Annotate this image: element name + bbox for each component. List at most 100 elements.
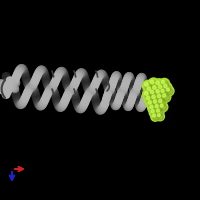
Circle shape xyxy=(1,86,8,92)
Circle shape xyxy=(0,86,3,92)
Circle shape xyxy=(51,89,58,97)
Circle shape xyxy=(27,84,34,91)
Circle shape xyxy=(6,83,12,89)
Circle shape xyxy=(129,95,136,102)
Circle shape xyxy=(115,75,122,82)
Circle shape xyxy=(11,85,18,91)
Circle shape xyxy=(145,83,152,90)
Circle shape xyxy=(161,90,168,97)
Circle shape xyxy=(140,76,146,82)
Circle shape xyxy=(155,105,158,108)
Circle shape xyxy=(100,73,107,80)
Circle shape xyxy=(8,80,15,86)
Circle shape xyxy=(162,83,173,93)
Circle shape xyxy=(115,97,122,103)
Circle shape xyxy=(153,86,156,89)
Circle shape xyxy=(78,105,85,112)
Circle shape xyxy=(122,93,129,100)
Circle shape xyxy=(140,98,147,105)
Circle shape xyxy=(125,74,132,80)
Circle shape xyxy=(0,86,4,92)
Circle shape xyxy=(12,85,18,92)
Circle shape xyxy=(126,73,132,79)
Circle shape xyxy=(142,88,149,95)
Circle shape xyxy=(108,87,114,94)
Circle shape xyxy=(65,89,72,97)
Circle shape xyxy=(0,86,3,93)
Circle shape xyxy=(131,89,138,96)
Circle shape xyxy=(135,97,142,104)
Circle shape xyxy=(8,82,15,89)
Circle shape xyxy=(50,81,58,89)
Circle shape xyxy=(82,96,90,103)
Circle shape xyxy=(156,105,162,112)
Circle shape xyxy=(11,80,17,86)
Circle shape xyxy=(108,89,115,95)
Circle shape xyxy=(6,80,13,86)
Circle shape xyxy=(107,86,114,93)
Circle shape xyxy=(115,74,121,81)
Circle shape xyxy=(0,88,7,94)
Circle shape xyxy=(120,87,127,94)
Circle shape xyxy=(156,112,165,121)
Circle shape xyxy=(152,95,155,99)
Circle shape xyxy=(90,90,97,97)
Circle shape xyxy=(139,101,146,108)
Circle shape xyxy=(11,76,19,84)
Circle shape xyxy=(150,93,160,104)
Circle shape xyxy=(22,71,29,79)
Circle shape xyxy=(105,86,112,93)
Circle shape xyxy=(13,80,19,86)
Circle shape xyxy=(159,78,170,89)
Circle shape xyxy=(156,83,167,94)
Circle shape xyxy=(33,96,41,104)
Circle shape xyxy=(99,104,107,112)
Circle shape xyxy=(46,86,53,94)
Circle shape xyxy=(42,93,50,101)
Circle shape xyxy=(101,75,108,83)
Circle shape xyxy=(26,83,33,91)
Circle shape xyxy=(86,89,94,96)
Circle shape xyxy=(11,86,18,92)
Circle shape xyxy=(136,102,143,109)
Circle shape xyxy=(143,90,150,97)
Circle shape xyxy=(97,107,104,114)
Circle shape xyxy=(0,80,6,86)
Circle shape xyxy=(0,86,6,92)
Circle shape xyxy=(54,73,61,81)
Circle shape xyxy=(121,90,128,97)
Circle shape xyxy=(0,80,5,86)
Circle shape xyxy=(19,65,27,73)
Circle shape xyxy=(6,80,12,86)
Circle shape xyxy=(119,87,126,94)
Circle shape xyxy=(142,80,154,92)
Circle shape xyxy=(148,88,159,99)
Circle shape xyxy=(165,87,174,96)
Circle shape xyxy=(103,80,110,87)
Circle shape xyxy=(67,86,74,94)
Circle shape xyxy=(6,84,13,91)
Circle shape xyxy=(123,102,130,108)
Circle shape xyxy=(127,74,134,81)
Circle shape xyxy=(152,96,159,103)
Circle shape xyxy=(124,103,131,109)
Circle shape xyxy=(52,92,59,99)
Circle shape xyxy=(77,69,85,77)
Circle shape xyxy=(7,82,15,90)
Circle shape xyxy=(146,92,153,99)
Circle shape xyxy=(45,83,52,91)
Circle shape xyxy=(106,87,113,94)
Circle shape xyxy=(0,81,6,87)
Circle shape xyxy=(12,86,18,92)
Circle shape xyxy=(29,82,36,89)
Circle shape xyxy=(156,109,159,112)
Circle shape xyxy=(120,85,127,92)
Circle shape xyxy=(135,99,142,106)
Circle shape xyxy=(164,86,174,96)
Circle shape xyxy=(136,77,143,84)
Circle shape xyxy=(155,108,164,117)
Circle shape xyxy=(48,85,55,92)
Circle shape xyxy=(119,87,126,94)
Circle shape xyxy=(82,79,90,87)
Circle shape xyxy=(9,84,15,91)
